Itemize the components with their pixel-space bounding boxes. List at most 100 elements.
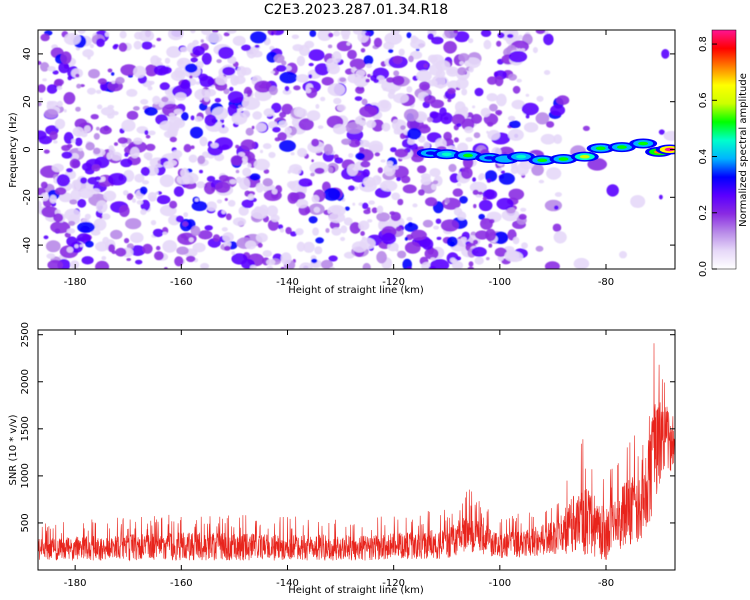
heatmap-noise-blob: [70, 152, 80, 161]
heatmap-noise-blob: [550, 104, 566, 116]
heatmap-noise-blob: [303, 241, 315, 253]
heatmap-noise-blob: [424, 248, 439, 260]
heatmap-noise-blob: [272, 126, 281, 133]
heatmap-noise-blob: [474, 87, 484, 97]
heatmap-noise-blob: [266, 265, 274, 269]
heatmap-noise-blob: [280, 252, 292, 265]
snr-x-label: Height of straight line (km): [288, 585, 424, 596]
snr-y-tick-label: 2000: [20, 369, 31, 394]
heatmap-noise-blob: [95, 89, 102, 94]
heatmap-noise-blob: [459, 61, 465, 65]
heatmap-noise-blob: [518, 213, 527, 220]
heatmap-y-tick-label: -20: [22, 189, 33, 205]
heatmap-noise-blob: [367, 219, 373, 223]
heatmap-noise-blob: [406, 32, 412, 39]
heatmap-noise-blob: [398, 48, 405, 56]
snr-y-tick-label: 1000: [20, 463, 31, 488]
heatmap-noise-blob: [349, 58, 366, 70]
heatmap-noise-blob: [472, 177, 476, 183]
heatmap-noise-blob: [395, 226, 402, 232]
heatmap-noise-blob: [347, 73, 362, 84]
heatmap-noise-blob: [346, 42, 351, 46]
heatmap-noise-blob: [406, 266, 412, 269]
heatmap-noise-blob: [140, 209, 147, 215]
heatmap-noise-blob: [440, 219, 459, 232]
heatmap-noise-blob: [63, 32, 81, 46]
heatmap-noise-blob: [347, 49, 357, 60]
heatmap-noise-blob: [311, 159, 314, 163]
heatmap-noise-blob: [245, 127, 254, 136]
heatmap-noise-blob: [268, 85, 278, 96]
heatmap-noise-blob: [63, 92, 76, 105]
heatmap-noise-blob: [415, 60, 431, 72]
heatmap-noise-blob: [119, 30, 127, 39]
colorbar-tick-label: 0.8: [698, 36, 709, 52]
heatmap-noise-blob: [494, 75, 504, 87]
heatmap-noise-blob: [295, 228, 304, 236]
heatmap-noise-blob: [498, 172, 515, 185]
heatmap-noise-blob: [279, 140, 296, 152]
snr-panel: -180 -160 -140 -120 -100 -80 500 1000 1500 2000 2…: [8, 322, 676, 596]
heatmap-noise-blob: [554, 192, 563, 197]
heatmap-noise-blob: [227, 91, 244, 104]
snr-x-tick-label: -80: [598, 578, 614, 589]
heatmap-noise-blob: [376, 176, 382, 181]
heatmap-noise-blob: [536, 95, 544, 102]
heatmap-noise-blob: [497, 167, 503, 172]
heatmap-noise-blob: [194, 198, 199, 202]
heatmap-noise-blob: [290, 231, 297, 237]
heatmap-noise-blob: [362, 169, 370, 178]
heatmap-noise-blob: [383, 164, 396, 177]
heatmap-noise-blob: [147, 86, 153, 91]
heatmap-noise-blob: [372, 67, 389, 81]
heatmap-noise-blob: [46, 253, 56, 259]
heatmap-noise-blob: [374, 152, 380, 157]
heatmap-noise-blob: [252, 111, 262, 120]
heatmap-x-axis: -180 -160 -140 -120 -100 -80: [64, 30, 614, 288]
heatmap-noise-blob: [472, 189, 479, 195]
heatmap-noise-blob: [314, 63, 330, 76]
heatmap-noise-blob: [381, 122, 391, 132]
heatmap-noise-blob: [393, 70, 400, 77]
heatmap-noise-blob: [124, 238, 130, 244]
heatmap-noise-blob: [504, 250, 520, 262]
heatmap-noise-blob: [436, 236, 442, 240]
heatmap-noise-blob: [429, 168, 441, 177]
heatmap-noise-blob: [50, 221, 71, 234]
heatmap-noise-blob: [58, 62, 70, 74]
heatmap-noise-blob: [231, 112, 248, 125]
heatmap-noise-blob: [204, 225, 213, 231]
heatmap-noise-blob: [140, 166, 150, 176]
heatmap-noise-blob: [339, 77, 347, 83]
heatmap-noise-blob: [42, 78, 47, 82]
heatmap-noise-blob: [447, 98, 452, 103]
heatmap-noise-blob: [190, 225, 201, 236]
heatmap-noise-blob: [218, 174, 230, 182]
heatmap-noise-blob: [410, 229, 427, 241]
heatmap-noise-blob: [348, 153, 354, 158]
heatmap-noise-blob: [457, 67, 467, 76]
heatmap-noise-blob: [407, 138, 416, 145]
heatmap-noise-blob: [464, 126, 474, 134]
heatmap-noise-blob: [323, 187, 341, 201]
heatmap-noise-blob: [277, 132, 287, 141]
heatmap-noise-blob: [125, 218, 142, 230]
heatmap-noise-blob: [251, 125, 255, 130]
heatmap-noise-blob: [262, 143, 272, 150]
heatmap-noise-blob: [102, 236, 110, 245]
heatmap-noise-blob: [183, 212, 189, 218]
heatmap-noise-blob: [364, 31, 371, 37]
heatmap-noise-blob: [443, 131, 452, 141]
heatmap-noise-blob: [543, 70, 551, 75]
heatmap-noise-blob: [89, 43, 94, 49]
heatmap-noise-blob: [200, 262, 210, 269]
heatmap-noise-blob: [472, 239, 479, 245]
heatmap-noise-blob: [342, 33, 350, 41]
heatmap-noise-blob: [111, 80, 116, 84]
signal-blob-core: [664, 147, 675, 152]
heatmap-noise-blob: [39, 97, 43, 101]
heatmap-noise-blob: [227, 104, 238, 117]
heatmap-noise-blob: [190, 115, 195, 121]
heatmap-noise-blob: [93, 147, 101, 155]
heatmap-noise-blob: [253, 158, 270, 171]
